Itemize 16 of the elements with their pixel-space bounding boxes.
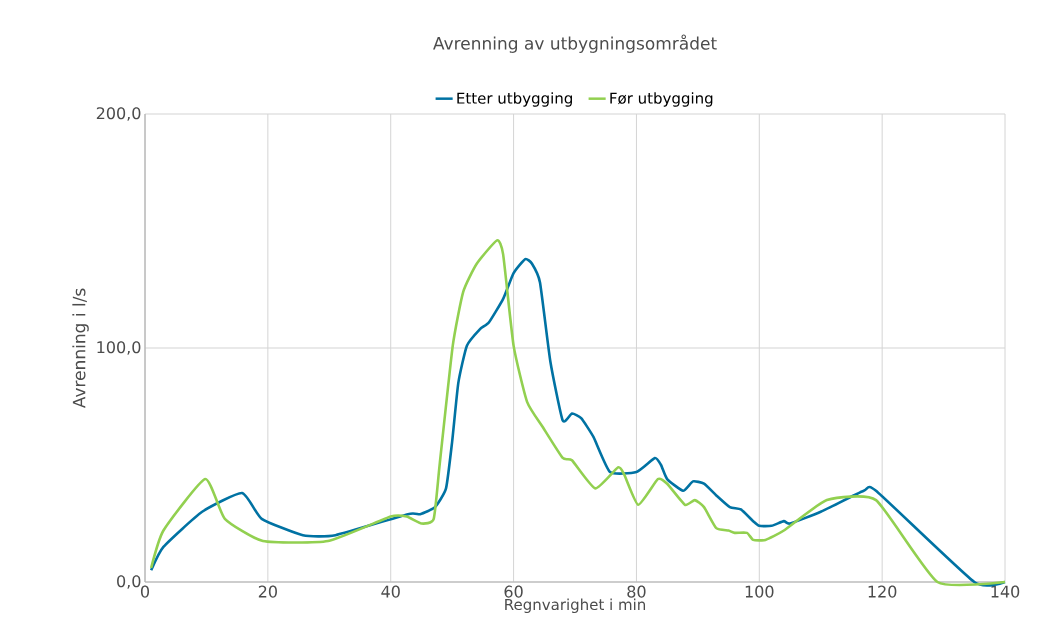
y-axis-title: Avrenning i l/s — [72, 288, 89, 409]
y-tick-label: 200,0 — [96, 107, 141, 121]
legend-label: Etter utbygging — [457, 92, 572, 107]
x-tick-label: 20 — [258, 585, 277, 598]
y-tick-label: 0,0 — [117, 575, 141, 589]
x-axis-title: Regnvarighet i min — [505, 598, 646, 614]
x-tick-label: 40 — [381, 585, 400, 598]
x-tick-label: 140 — [991, 585, 1020, 598]
x-tick-label: 100 — [745, 585, 774, 598]
x-tick-label: 120 — [868, 585, 897, 598]
x-tick-label: 0 — [140, 585, 150, 598]
x-tick-label: 80 — [627, 585, 646, 598]
y-tick-label: 100,0 — [97, 341, 141, 355]
x-tick-label: 60 — [504, 585, 523, 598]
legend-label: Før utbygging — [610, 92, 713, 107]
chart-title: Avrenning av utbygningsområdet — [433, 34, 717, 53]
